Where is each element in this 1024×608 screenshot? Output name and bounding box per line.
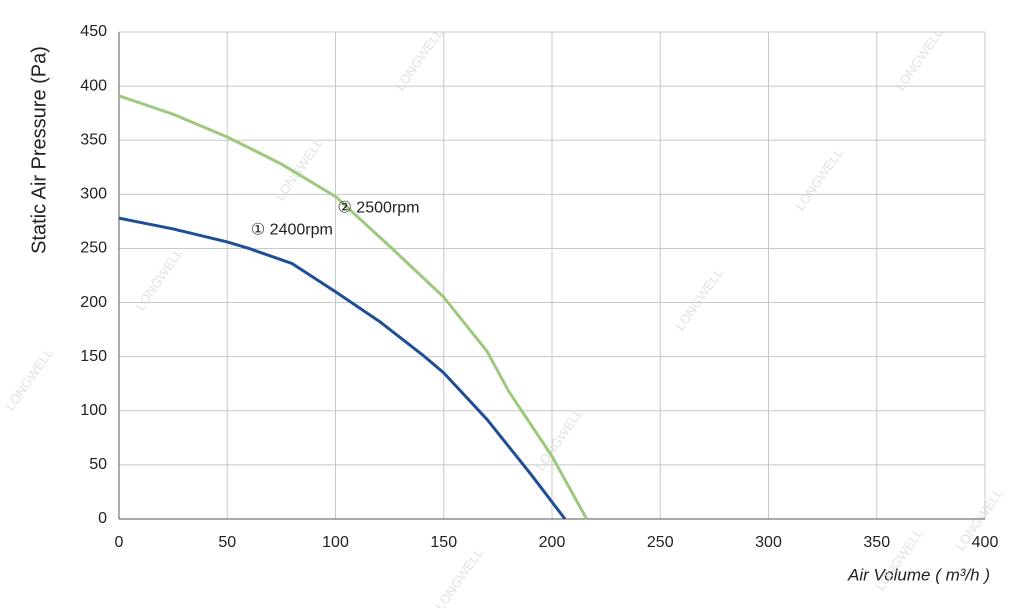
- y-tick-label: 400: [80, 77, 107, 94]
- watermark: LONGWELL: [432, 545, 486, 608]
- x-axis-label: Air Volume ( m³/h ): [847, 565, 990, 584]
- watermark: LONGWELL: [272, 135, 326, 203]
- x-tick-label: 400: [972, 534, 999, 551]
- watermark: LONGWELL: [672, 265, 726, 333]
- series-line: [118, 94, 588, 520]
- y-tick-label: 100: [80, 402, 107, 419]
- x-tick-label: 300: [755, 534, 782, 551]
- y-tick-label: 50: [89, 456, 107, 473]
- x-tick-label: 150: [430, 534, 457, 551]
- x-tick-label: 350: [863, 534, 890, 551]
- series-label: ① 2400rpm: [251, 222, 333, 239]
- series-label: ② 2500rpm: [338, 200, 420, 217]
- watermark: LONGWELL: [792, 145, 846, 213]
- y-tick-label: 350: [80, 131, 107, 148]
- watermark: LONGWELL: [132, 245, 186, 313]
- series-line: [118, 216, 567, 520]
- x-tick-label: 0: [115, 534, 124, 551]
- x-tick-label: 250: [647, 534, 674, 551]
- x-tick-label: 200: [539, 534, 566, 551]
- watermark: LONGWELL: [392, 25, 446, 93]
- y-tick-label: 150: [80, 348, 107, 365]
- y-tick-label: 250: [80, 240, 107, 257]
- x-tick-label: 100: [322, 534, 349, 551]
- y-tick-label: 450: [80, 23, 107, 40]
- watermark: LONGWELL: [2, 345, 56, 413]
- y-tick-label: 0: [98, 510, 107, 527]
- y-tick-label: 200: [80, 294, 107, 311]
- y-tick-label: 300: [80, 186, 107, 203]
- watermark: LONGWELL: [892, 25, 946, 93]
- x-tick-label: 50: [218, 534, 236, 551]
- y-axis-label: Static Air Pressure (Pa): [28, 46, 50, 254]
